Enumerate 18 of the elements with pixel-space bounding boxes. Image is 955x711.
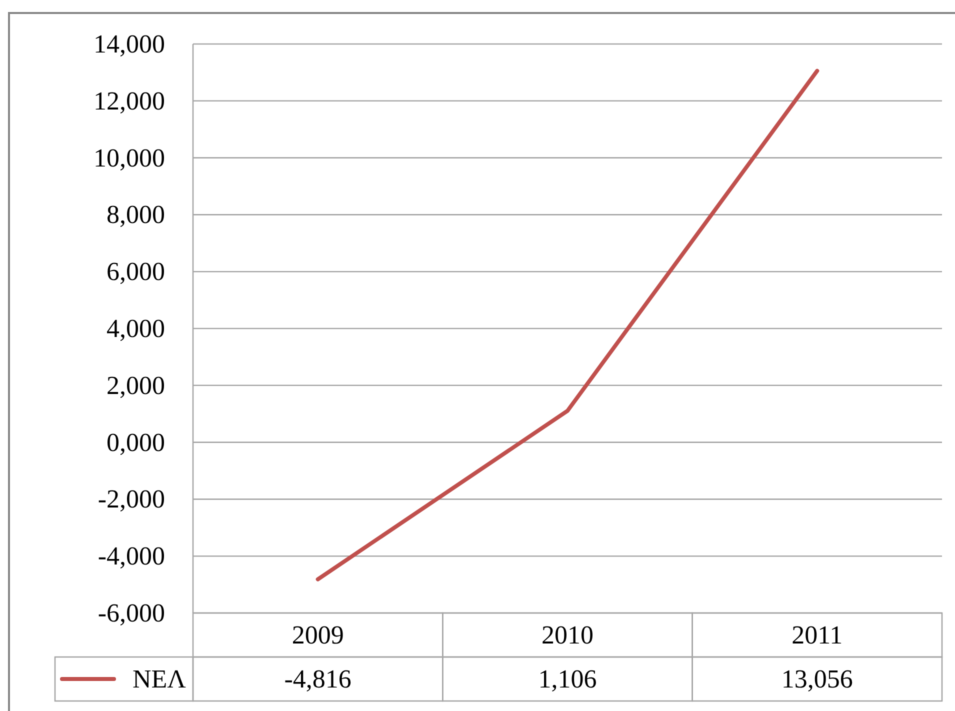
- x-tick-label: 2009: [292, 620, 344, 650]
- y-tick-label: 8,000: [106, 200, 165, 230]
- y-tick-label: 12,000: [94, 86, 165, 116]
- y-tick-label: -2,000: [98, 484, 165, 514]
- data-label: 13,056: [781, 664, 853, 694]
- y-tick-label: 2,000: [106, 370, 165, 400]
- data-label: 1,106: [538, 664, 597, 694]
- x-tick-label: 2011: [792, 620, 843, 650]
- y-tick-label: -6,000: [98, 598, 165, 628]
- data-label: -4,816: [284, 664, 352, 694]
- y-tick-label: -4,000: [98, 542, 165, 571]
- y-tick-label: 0,000: [106, 428, 165, 457]
- y-tick-label: 4,000: [106, 314, 165, 343]
- y-tick-label: 6,000: [106, 257, 165, 286]
- y-tick-label: 10,000: [94, 143, 165, 172]
- x-tick-label: 2010: [542, 620, 594, 650]
- legend-label: ΝΕΛ: [132, 664, 186, 694]
- y-tick-label: 14,000: [94, 30, 165, 58]
